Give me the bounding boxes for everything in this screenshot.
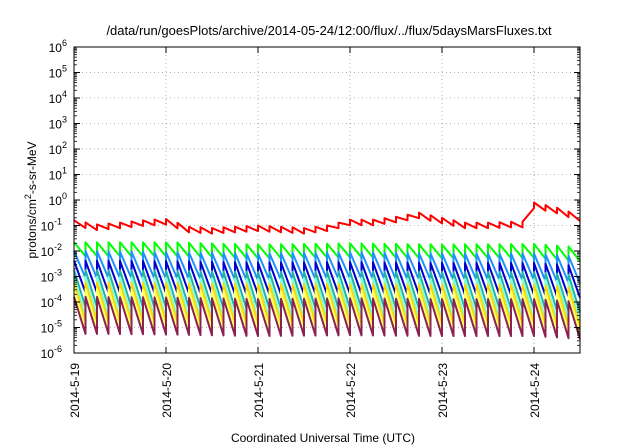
x-tick-label: 2014-5-19 (68, 363, 82, 418)
x-axis-label: Coordinated Universal Time (UTC) (231, 431, 415, 445)
y-tick-base: 10 (49, 143, 63, 157)
y-tick-base: 10 (49, 41, 63, 55)
y-tick-exponent: 3 (62, 115, 67, 125)
x-tick-label: 2014-5-24 (528, 363, 542, 418)
y-tick-label: 10-2 (41, 242, 62, 259)
y-tick-base: 10 (49, 92, 63, 106)
y-tick-exponent: 2 (62, 140, 67, 150)
series-lines (73, 201, 581, 340)
y-tick-label: 10-6 (41, 344, 62, 361)
series-line-1 (73, 201, 581, 235)
y-tick-label: 102 (49, 140, 67, 157)
y-tick-label: 10-4 (41, 293, 62, 310)
y-tick-label: 105 (49, 64, 67, 81)
y-tick-base: 10 (41, 271, 55, 285)
y-tick-label: 104 (49, 89, 67, 106)
y-tick-exponent: -5 (54, 319, 62, 329)
y-tick-label: 10-5 (41, 319, 62, 336)
x-tick-label: 2014-5-20 (160, 363, 174, 418)
y-tick-exponent: -4 (54, 293, 62, 303)
y-tick-base: 10 (49, 67, 63, 81)
y-axis: 10-610-510-410-310-210-11001011021031041… (41, 38, 580, 361)
y-tick-base: 10 (41, 220, 55, 234)
y-tick-label: 101 (49, 166, 67, 183)
y-tick-exponent: -1 (54, 217, 62, 227)
y-tick-exponent: 5 (62, 64, 67, 74)
y-tick-exponent: -2 (54, 242, 62, 252)
y-tick-label: 100 (49, 191, 67, 208)
y-tick-base: 10 (41, 245, 55, 259)
y-axis-label-pre: protons/cm (25, 199, 39, 258)
y-tick-base: 10 (41, 296, 55, 310)
y-tick-base: 10 (49, 118, 63, 132)
y-axis-label-sup: 2 (23, 194, 33, 199)
y-tick-exponent: 1 (62, 166, 67, 176)
y-tick-label: 10-1 (41, 217, 62, 234)
y-tick-base: 10 (41, 347, 55, 361)
x-axis: 2014-5-19 2014-5-20 2014-5-21 2014-5-22 2014… (68, 47, 542, 418)
y-tick-exponent: -6 (54, 344, 62, 354)
x-tick-label: 2014-5-21 (252, 363, 266, 418)
y-tick-label: 10-3 (41, 268, 62, 285)
x-tick-label: 2014-5-23 (436, 363, 450, 418)
y-tick-exponent: -3 (54, 268, 62, 278)
series-line-9 (73, 295, 581, 340)
y-tick-base: 10 (49, 194, 63, 208)
y-tick-label: 103 (49, 115, 67, 132)
y-tick-base: 10 (49, 169, 63, 183)
y-tick-exponent: 0 (62, 191, 67, 201)
y-tick-base: 10 (41, 322, 55, 336)
x-tick-label: 2014-5-22 (344, 363, 358, 418)
y-axis-label-post: -s-sr-MeV (25, 141, 39, 194)
y-tick-label: 106 (49, 38, 67, 55)
chart-title: /data/run/goesPlots/archive/2014-05-24/1… (106, 23, 552, 38)
y-tick-exponent: 4 (62, 89, 67, 99)
y-tick-exponent: 6 (62, 38, 67, 48)
y-axis-label: protons/cm2-s-sr-MeV (23, 141, 39, 258)
series-line-2 (73, 241, 581, 262)
